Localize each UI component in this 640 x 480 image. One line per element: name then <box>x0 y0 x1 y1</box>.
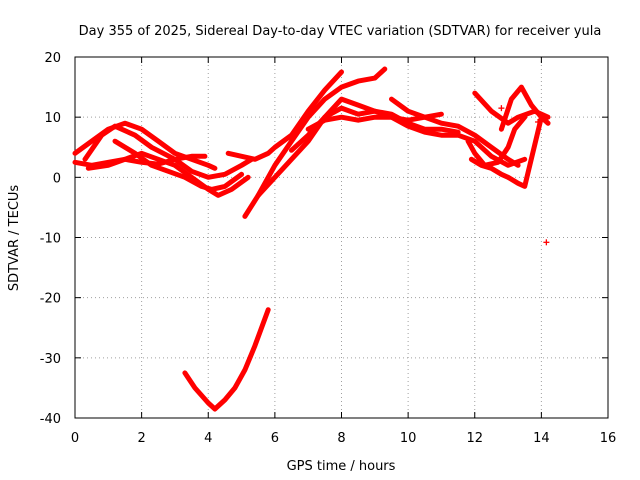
x-tick-label: 4 <box>204 431 212 446</box>
tick-labels: 0 2 4 6 8 10 12 14 16 -40 -30 -20 -10 0 10 20 <box>40 51 617 446</box>
y-tick-label: -30 <box>40 352 61 367</box>
y-tick-label: 10 <box>44 111 61 126</box>
series-track-3 <box>82 123 255 180</box>
x-tick-label: 6 <box>271 431 279 446</box>
series-track-10 <box>305 114 528 168</box>
x-axis-label: GPS time / hours <box>287 459 396 474</box>
data-point-marker <box>498 105 505 112</box>
y-tick-label: -40 <box>40 412 61 427</box>
x-tick-label: 0 <box>71 431 79 446</box>
x-tick-label: 12 <box>466 431 483 446</box>
series-track-12 <box>465 114 528 168</box>
chart-title: Day 355 of 2025, Sidereal Day-to-day VTE… <box>79 24 602 39</box>
isolated-points <box>498 105 550 246</box>
y-tick-label: -10 <box>40 232 61 247</box>
series-track-6 <box>225 69 344 162</box>
x-tick-label: 8 <box>337 431 345 446</box>
y-tick-label: -20 <box>40 292 61 307</box>
axis-ticks <box>74 56 609 419</box>
y-tick-label: 0 <box>53 171 61 186</box>
series-track-4 <box>85 150 251 198</box>
y-axis-label: SDTVAR / TECUs <box>7 185 22 292</box>
series-track-5 <box>112 138 245 192</box>
data-series <box>72 66 551 412</box>
series-track-8 <box>255 96 444 198</box>
data-point-marker <box>543 239 550 246</box>
x-tick-label: 2 <box>137 431 145 446</box>
series-track-2 <box>72 153 208 168</box>
series-track-13 <box>468 114 551 189</box>
x-tick-label: 10 <box>400 431 417 446</box>
x-tick-label: 14 <box>533 431 550 446</box>
y-tick-label: 20 <box>44 51 61 66</box>
series-track-16 <box>182 307 271 412</box>
series-track-15 <box>498 84 551 132</box>
data-point-marker <box>535 118 542 125</box>
x-tick-label: 16 <box>600 431 617 446</box>
series-track-7 <box>242 66 388 219</box>
